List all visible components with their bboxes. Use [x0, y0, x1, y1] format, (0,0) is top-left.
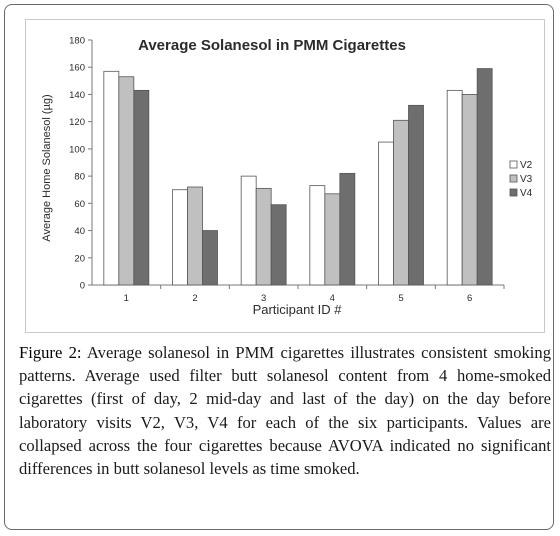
caption-text: Average solanesol in PMM cigarettes illu… — [19, 343, 551, 479]
bar-v3-participant-6 — [461, 94, 478, 286]
bar-chart: Average Solanesol in PMM Cigarettes Aver… — [41, 36, 533, 318]
y-tick-label: 120 — [69, 117, 85, 128]
bar-v3-participant-1 — [118, 76, 135, 286]
legend-swatch-v3 — [509, 174, 518, 183]
y-tick-label: 80 — [74, 172, 85, 183]
bar-v2-participant-5 — [378, 141, 394, 286]
legend: V2 V3 V4 — [509, 160, 533, 199]
bar-v4-participant-5 — [408, 104, 424, 286]
legend-label-v4: V4 — [520, 188, 533, 199]
y-tick-label: 0 — [80, 281, 85, 292]
bar-v4-participant-2 — [202, 230, 218, 286]
x-tick-label: 5 — [398, 293, 403, 304]
bar-v2-participant-1 — [103, 70, 120, 286]
bar-v3-participant-4 — [324, 193, 341, 286]
x-axis-label: Participant ID # — [253, 302, 343, 317]
x-tick-label: 6 — [467, 293, 472, 304]
bar-v4-participant-4 — [339, 172, 356, 286]
x-tick-label: 1 — [124, 293, 129, 304]
y-tick-label: 160 — [69, 63, 85, 74]
figure-caption: Figure 2: Average solanesol in PMM cigar… — [19, 341, 551, 480]
legend-label-v3: V3 — [520, 174, 533, 185]
bar-v4-participant-3 — [270, 204, 287, 286]
x-tick-label: 2 — [192, 293, 197, 304]
y-tick-label: 140 — [69, 90, 85, 101]
bar-v3-participant-3 — [255, 187, 272, 286]
bar-v4-participant-6 — [476, 68, 493, 286]
y-tick-label: 20 — [74, 253, 85, 264]
bar-v2-participant-6 — [446, 89, 463, 286]
y-tick-label: 100 — [69, 144, 85, 155]
y-tick-label: 60 — [74, 199, 85, 210]
bar-v2-participant-3 — [240, 175, 257, 286]
figure-frame: Average Solanesol in PMM Cigarettes Aver… — [4, 4, 554, 530]
legend-swatch-v4 — [509, 188, 518, 197]
chart-container: Average Solanesol in PMM Cigarettes Aver… — [25, 19, 545, 333]
legend-label-v2: V2 — [520, 160, 533, 171]
y-tick-label: 180 — [69, 36, 85, 47]
bar-v4-participant-1 — [133, 89, 150, 286]
caption-label: Figure 2: — [19, 343, 82, 362]
x-tick-label: 4 — [330, 293, 335, 304]
y-tick-label: 40 — [74, 226, 85, 237]
bar-v2-participant-4 — [309, 185, 326, 286]
bar-v3-participant-5 — [393, 119, 409, 286]
x-tick-label: 3 — [261, 293, 266, 304]
bar-v3-participant-2 — [187, 186, 203, 286]
y-axis-label: Average Home Solanesol (µg) — [41, 94, 53, 241]
legend-swatch-v2 — [509, 160, 518, 169]
bar-v2-participant-2 — [172, 189, 188, 286]
chart-title: Average Solanesol in PMM Cigarettes — [138, 37, 406, 54]
